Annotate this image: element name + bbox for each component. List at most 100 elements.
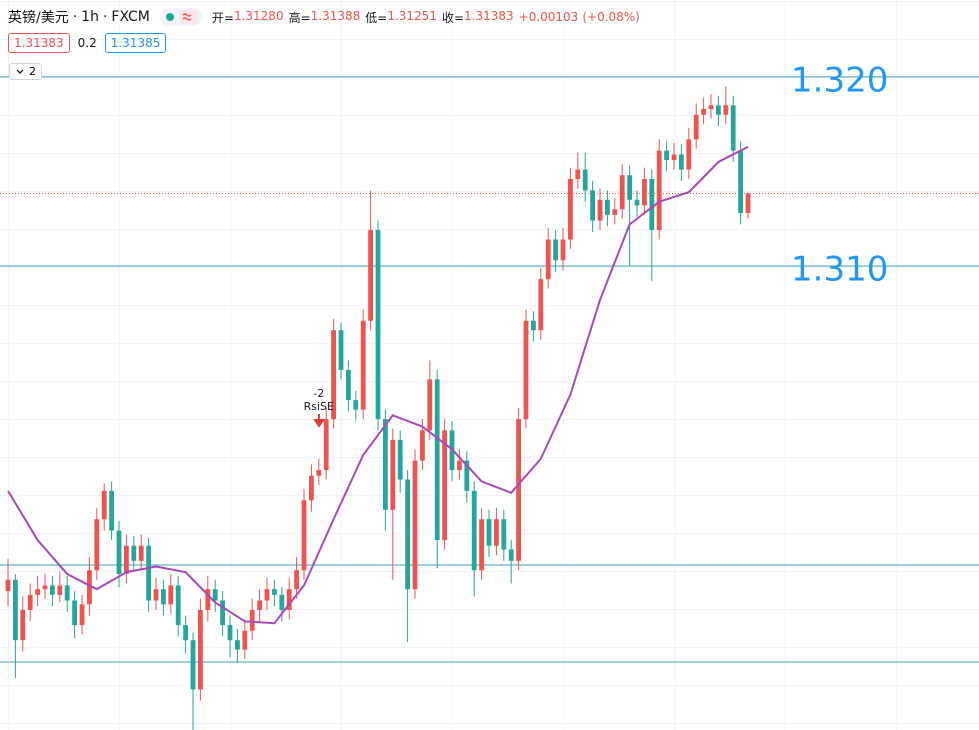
signal-arrow	[312, 413, 325, 428]
candle-body	[338, 330, 344, 370]
candle-body	[309, 475, 314, 501]
candle-body	[131, 545, 137, 561]
chevron	[16, 69, 24, 74]
candle-body	[716, 105, 721, 115]
candle-body	[420, 430, 425, 461]
candle-body	[582, 169, 588, 191]
candle-body	[671, 154, 677, 161]
candle-body	[109, 490, 114, 531]
candle-body	[301, 500, 307, 571]
candle-body	[531, 320, 536, 331]
candle-body	[42, 585, 48, 590]
change-pct: (+0.08%)	[582, 10, 640, 24]
candle-body	[553, 239, 558, 261]
candle-body	[397, 439, 403, 480]
candle-body	[494, 519, 499, 546]
candle-body	[242, 630, 248, 650]
candle-body	[316, 470, 322, 476]
candle-body	[405, 479, 410, 590]
candle-body	[368, 230, 373, 321]
source: FXCM	[111, 9, 150, 25]
symbol: 英镑/美元	[8, 10, 69, 26]
candle-body	[375, 230, 381, 420]
candle-body	[590, 190, 595, 221]
candle-body	[64, 585, 70, 601]
candle-body	[205, 589, 211, 610]
buy-button[interactable]: 1.31385	[104, 33, 167, 53]
candle-body	[442, 430, 447, 541]
candle-body	[471, 490, 477, 571]
candle-body	[649, 179, 655, 231]
moving-average	[7, 145, 749, 625]
candle-body	[545, 239, 551, 280]
candle-body	[94, 519, 100, 571]
ohlc-value: 1.31280	[233, 8, 284, 23]
ohlc-value: 1.31388	[310, 8, 361, 23]
candle-body	[323, 419, 329, 471]
candle-body	[656, 150, 662, 231]
signal: -2 RsiSE	[299, 387, 339, 432]
candle-body	[87, 570, 92, 605]
status-icons[interactable]	[159, 8, 202, 26]
candle-body	[538, 279, 544, 331]
candle-body	[190, 640, 196, 690]
candle-body	[597, 199, 603, 221]
candle-body	[730, 105, 736, 151]
candle-body	[457, 460, 462, 471]
candle-body	[486, 519, 492, 546]
indicator-count: 2	[29, 65, 36, 78]
level-label: 1.320	[791, 60, 888, 100]
candle-body	[508, 549, 514, 561]
signal-label: RsiSE	[303, 399, 334, 413]
candle-body	[79, 604, 85, 626]
candle-body	[249, 609, 255, 631]
candle-body	[5, 579, 11, 592]
candle-body	[390, 439, 396, 510]
candle-body	[560, 239, 566, 261]
ohlc-label: 开=	[211, 10, 234, 25]
candle-body	[27, 594, 33, 610]
ohlc-value: 1.31383	[464, 8, 514, 23]
level-label: 1.310	[791, 249, 888, 289]
sep: ·	[102, 9, 108, 25]
candle-body	[479, 519, 484, 571]
candle-body	[101, 490, 107, 520]
candle-body	[138, 545, 144, 561]
candle-body	[116, 530, 122, 575]
candle-body	[212, 589, 218, 601]
candle-body	[353, 400, 359, 410]
trade-row: 1.31383 0.2 1.31385	[8, 33, 167, 53]
candle-body	[153, 589, 159, 601]
candle-body	[738, 150, 743, 214]
sep: ·	[72, 9, 78, 25]
legend-row: 英镑/美元 · 1h · FXCM 开= 1.31280 高= 1.31388 低= 1.…	[8, 7, 640, 27]
change: +0.00103	[518, 10, 579, 24]
candle-body	[664, 150, 669, 161]
candle-body	[516, 419, 521, 561]
candle-body	[146, 545, 151, 601]
candle-body	[686, 139, 692, 170]
candle-body	[35, 589, 40, 595]
candle-body	[346, 369, 351, 401]
candle-body	[619, 175, 625, 210]
sell-button[interactable]: 1.31383	[8, 33, 70, 53]
candle-body	[264, 589, 270, 601]
collapse-button[interactable]: 2	[9, 63, 42, 80]
candle-body	[434, 379, 440, 541]
candle-body	[168, 585, 174, 605]
candle-body	[13, 579, 18, 641]
candle-body	[227, 625, 233, 641]
candle-body	[279, 594, 285, 610]
candle-body	[605, 199, 610, 215]
candle-body	[693, 114, 699, 140]
candle-body	[708, 105, 714, 110]
ohlc-label: 低=	[365, 10, 388, 25]
candle-body	[235, 640, 240, 650]
candle-body	[427, 379, 433, 431]
ohlc-label: 收=	[441, 10, 465, 25]
candle-body	[745, 193, 751, 214]
candle-body	[175, 585, 181, 626]
candle-body	[20, 609, 26, 641]
candle-body	[679, 154, 684, 170]
